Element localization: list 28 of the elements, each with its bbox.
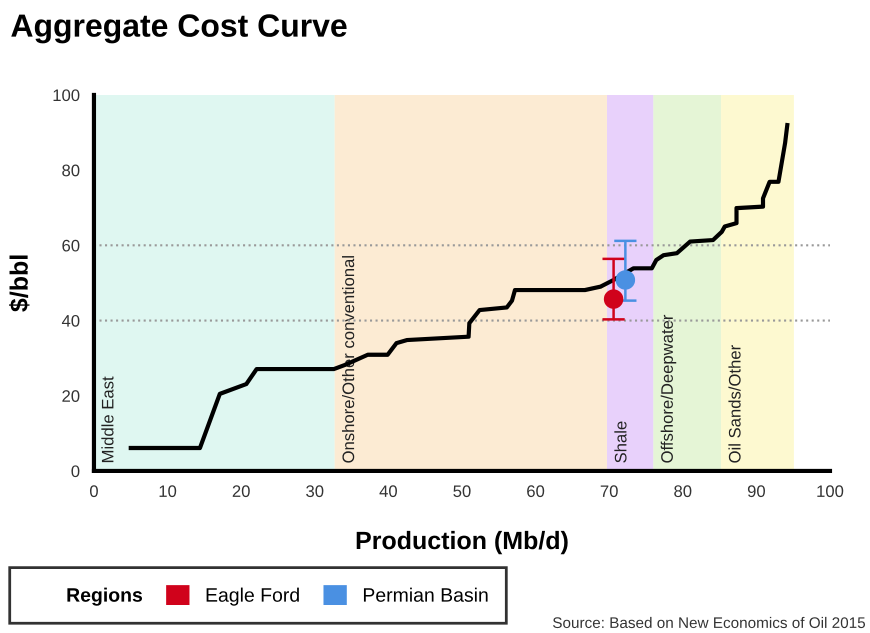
- x-tick-label: 30: [306, 485, 324, 498]
- x-tick-label: 100: [817, 485, 844, 498]
- x-tick-label: 0: [90, 485, 98, 498]
- x-tick-label: 90: [748, 485, 765, 498]
- y-tick-label: 60: [62, 240, 80, 252]
- y-axis-title: $/bbl: [9, 256, 30, 312]
- band-label: Oil Sands/Other: [728, 345, 741, 463]
- x-axis-title: Production (Mb/d): [356, 530, 568, 554]
- legend-label: Permian Basin: [364, 588, 488, 602]
- band-label: Offshore/Deepwater: [660, 314, 676, 463]
- x-tick-label: 40: [379, 485, 397, 498]
- x-tick-label: 20: [232, 485, 250, 498]
- y-tick-label: 40: [62, 314, 80, 327]
- y-tick-label: 20: [62, 390, 80, 402]
- y-tick-label: 0: [71, 465, 80, 478]
- y-tick-label: 80: [62, 164, 80, 176]
- chart-title: Aggregate Cost Curve: [11, 14, 347, 44]
- legend-label: Eagle Ford: [206, 588, 299, 606]
- legend-title: Regions: [67, 588, 142, 606]
- x-tick-label: 50: [453, 485, 471, 498]
- x-tick-label: 60: [527, 485, 544, 498]
- band-label: Middle East: [101, 376, 114, 462]
- source-note: Source: Based on New Economics of Oil 2015: [553, 616, 866, 628]
- x-tick-label: 10: [160, 485, 176, 498]
- x-tick-label: 80: [674, 485, 692, 498]
- y-tick-label: 100: [54, 89, 80, 102]
- x-tick-label: 70: [600, 485, 618, 498]
- band-label: Shale: [614, 422, 627, 463]
